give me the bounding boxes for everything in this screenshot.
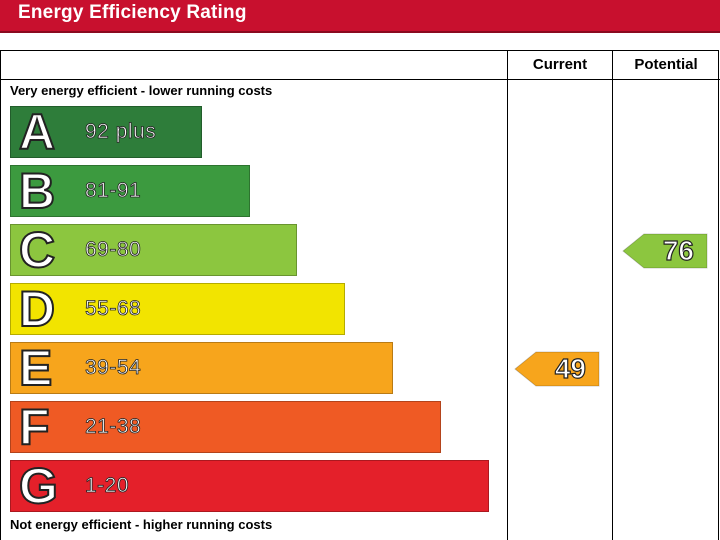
current-pointer-arrow	[514, 351, 600, 387]
band-range: 81-91	[85, 179, 142, 203]
potential-rating-value: 76	[662, 234, 694, 266]
top-caption: Very energy efficient - lower running co…	[10, 83, 273, 98]
potential-rating-pointer: 76	[622, 233, 708, 269]
page-title: Energy Efficiency Rating	[18, 2, 247, 23]
potential-pointer-arrow	[622, 233, 708, 269]
current-column-header: Current	[532, 56, 588, 73]
band-f: F 21-38	[10, 401, 441, 453]
band-letter: F	[18, 399, 51, 455]
band-range: 69-80	[85, 238, 142, 262]
band-range: 55-68	[85, 297, 142, 321]
band-d: D 55-68	[10, 283, 345, 335]
header-divider	[0, 79, 720, 80]
band-letter: B	[18, 163, 56, 219]
banner: Energy Efficiency Rating	[0, 0, 720, 33]
band-letter: C	[18, 222, 56, 278]
band-letter: G	[18, 458, 59, 514]
bottom-caption: Not energy efficient - higher running co…	[10, 517, 273, 532]
band-c: C 69-80	[10, 224, 297, 276]
band-range: 21-38	[85, 415, 142, 439]
band-b: B 81-91	[10, 165, 250, 217]
column-divider-current	[507, 50, 508, 540]
band-a: A 92 plus	[10, 106, 202, 158]
band-range: 92 plus	[85, 120, 157, 144]
band-e: E 39-54	[10, 342, 393, 394]
current-rating-value: 49	[554, 352, 586, 384]
band-range: 39-54	[85, 356, 142, 380]
rating-table	[0, 50, 719, 540]
band-letter: D	[18, 281, 56, 337]
band-letter: A	[18, 104, 56, 160]
band-g: G 1-20	[10, 460, 489, 512]
band-letter: E	[18, 340, 53, 396]
band-range: 1-20	[85, 474, 130, 498]
potential-column-header: Potential	[634, 56, 698, 73]
current-rating-pointer: 49	[514, 351, 600, 387]
column-divider-potential	[612, 50, 613, 540]
